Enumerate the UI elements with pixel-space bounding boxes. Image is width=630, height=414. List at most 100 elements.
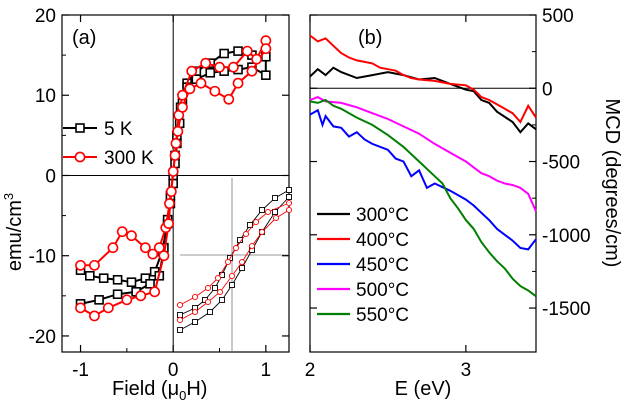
panel-b-label: (b) xyxy=(358,27,382,49)
panel-a-frame xyxy=(61,14,290,353)
data-point xyxy=(241,45,253,57)
data-point xyxy=(112,274,123,285)
inset-marker xyxy=(286,194,292,200)
data-point xyxy=(177,101,188,113)
inset-marker xyxy=(248,242,256,250)
data-point xyxy=(153,242,165,254)
inset-marker xyxy=(286,187,292,193)
series-550-c xyxy=(309,98,537,298)
inset-marker xyxy=(191,293,199,301)
inset-marker xyxy=(219,297,225,303)
data-point xyxy=(214,61,225,73)
data-point xyxy=(170,137,182,149)
data-point xyxy=(195,77,207,89)
data-point xyxy=(209,85,221,97)
inset-marker xyxy=(228,272,236,280)
legend-item-400-c: 400°C xyxy=(317,230,409,251)
panel-a-inset xyxy=(176,178,293,352)
data-point xyxy=(145,278,155,289)
legend-label: 400°C xyxy=(356,230,409,251)
inset-marker xyxy=(247,222,253,228)
inset-marker xyxy=(177,327,183,333)
inset-marker xyxy=(204,284,212,292)
inset-marker xyxy=(285,206,293,214)
panel-b-mcd: 2 3 500 0 -500 -1000 -1500 (b) 300°C 400°C 450°C… xyxy=(305,6,623,400)
data-point xyxy=(89,310,100,322)
y-tick-label: 0 xyxy=(542,79,553,100)
x-tick-label: -1 xyxy=(72,360,89,381)
legend-label: 500°C xyxy=(356,280,409,301)
inset-marker xyxy=(258,228,266,236)
series-400-c xyxy=(309,34,537,124)
data-point xyxy=(172,125,184,137)
data-point xyxy=(251,53,262,65)
inset-marker xyxy=(207,309,213,315)
panel-b-frame xyxy=(309,14,537,353)
legend-item-300-k: 300 K xyxy=(63,148,154,169)
legend-swatch-marker xyxy=(74,151,86,163)
x-tick-label: 2 xyxy=(305,360,316,381)
data-point xyxy=(246,65,258,77)
inset-loop-3 xyxy=(179,209,290,321)
x-tick-label: 1 xyxy=(261,360,272,381)
data-point xyxy=(107,242,119,254)
panel-a-series xyxy=(75,35,272,322)
data-point xyxy=(139,242,151,254)
panel-a-label: (a) xyxy=(72,27,96,49)
data-point xyxy=(177,89,188,101)
data-point xyxy=(223,93,235,105)
data-point xyxy=(147,248,159,260)
data-point xyxy=(260,43,272,55)
panel-b-ylabel: MCD (degrees/cm) xyxy=(601,99,623,268)
data-point xyxy=(75,302,86,314)
y-tick-label: -500 xyxy=(542,153,580,174)
data-point xyxy=(121,294,133,306)
data-point xyxy=(167,166,179,177)
series-300-c xyxy=(309,66,537,134)
data-point xyxy=(186,65,198,77)
data-point xyxy=(158,250,170,262)
inset-marker xyxy=(212,285,218,291)
data-point xyxy=(261,70,271,80)
data-point xyxy=(228,61,239,73)
panel-a-legend: 5 K 300 K xyxy=(63,119,154,169)
data-point xyxy=(84,270,95,281)
data-point xyxy=(219,48,229,59)
panel-b-ticks: 2 3 500 0 -500 -1000 -1500 xyxy=(305,6,591,381)
data-point xyxy=(98,273,109,283)
inset-marker xyxy=(272,214,280,222)
data-point xyxy=(164,198,175,209)
legend-swatch-marker xyxy=(75,123,85,133)
legend-label: 300 K xyxy=(104,148,154,169)
series-450-c xyxy=(309,108,537,251)
x-tick-label: 3 xyxy=(461,360,472,381)
data-point xyxy=(126,277,137,287)
series-300-k xyxy=(75,35,272,322)
data-point xyxy=(149,286,161,298)
legend-label: 5 K xyxy=(104,119,133,140)
data-point xyxy=(75,259,86,271)
inset-marker xyxy=(264,208,272,216)
inset-marker xyxy=(204,298,212,306)
inset-marker xyxy=(216,288,224,296)
inset-marker xyxy=(242,230,250,238)
data-point xyxy=(116,226,128,238)
data-point xyxy=(184,83,196,95)
inset-marker xyxy=(177,312,183,318)
y-tick-label: 10 xyxy=(35,86,56,107)
inset-marker xyxy=(259,207,265,213)
inset-marker xyxy=(272,209,278,215)
panel-b-legend: 300°C 400°C 450°C 500°C 550°C xyxy=(317,205,409,326)
inset-marker xyxy=(272,195,278,201)
panel-a-ylabel: emu/cm3 xyxy=(1,193,26,271)
data-point xyxy=(126,230,137,242)
data-point xyxy=(169,150,181,161)
y-tick-label: 500 xyxy=(542,6,574,27)
y-tick-label: -20 xyxy=(29,327,56,348)
data-point xyxy=(233,46,243,56)
series-500-c xyxy=(309,96,537,212)
inset-marker xyxy=(232,244,240,252)
data-point xyxy=(163,218,174,230)
